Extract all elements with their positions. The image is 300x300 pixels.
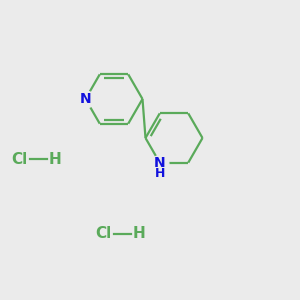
Text: N: N: [80, 92, 91, 106]
Text: N: N: [154, 156, 166, 170]
Text: H: H: [133, 226, 146, 242]
Text: H: H: [154, 167, 165, 180]
Text: Cl: Cl: [95, 226, 112, 242]
Text: H: H: [49, 152, 62, 166]
Text: Cl: Cl: [11, 152, 28, 166]
